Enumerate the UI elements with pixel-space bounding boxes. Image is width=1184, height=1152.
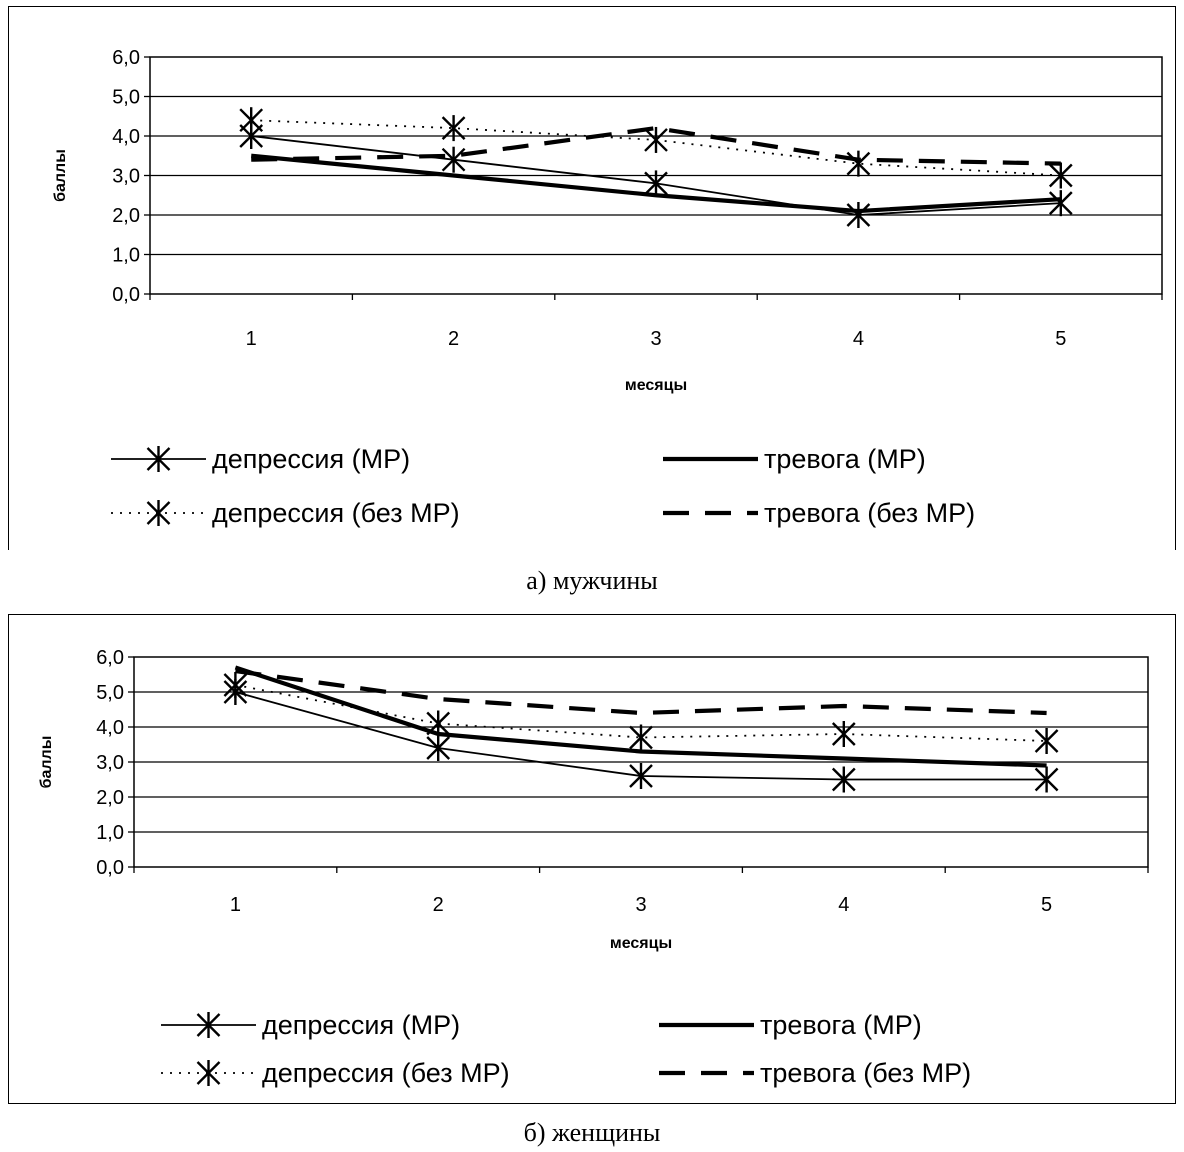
series-2-point <box>1048 162 1073 189</box>
series-0-point <box>629 763 653 789</box>
legend-label-0: депрессия (МР) <box>262 1010 460 1040</box>
legend-label-2: депрессия (без МР) <box>262 1058 510 1088</box>
y-tick-label: 3,0 <box>112 166 140 188</box>
series-2-point <box>426 710 451 737</box>
x-tick-label: 2 <box>448 328 459 350</box>
y-tick-label: 1,0 <box>96 822 124 844</box>
legend-label-3: тревога (без МР) <box>760 1058 971 1088</box>
y-tick-label: 3,0 <box>96 752 124 774</box>
series-2-point <box>831 721 856 747</box>
y-tick-label: 6,0 <box>96 647 124 669</box>
series-0-point <box>831 766 856 793</box>
chart-panel-women: 0,0 1,0 2,0 3,0 4,0 5,0 6,0 1 2 3 4 5 месяцы баллы деп… <box>8 614 1176 1104</box>
x-tick-label: 4 <box>853 328 864 350</box>
legend-label-1: тревога (МР) <box>760 1010 922 1040</box>
legend-label-3: тревога (без МР) <box>764 498 975 528</box>
y-tick-label: 4,0 <box>96 717 124 739</box>
chart-svg-women: 0,0 1,0 2,0 3,0 4,0 5,0 6,0 1 2 3 4 5 месяцы баллы деп… <box>38 647 1149 1088</box>
x-tick-label: 4 <box>838 894 849 916</box>
x-axis-label: месяцы <box>610 935 672 952</box>
series-line-3 <box>251 125 1061 166</box>
chart-panel-men: 0,0 1,0 2,0 3,0 4,0 5,0 6,0 1 2 3 4 5 месяцы баллы деп… <box>8 6 1176 550</box>
legend-marker-0 <box>196 1012 221 1038</box>
legend-marker-2 <box>196 1060 221 1086</box>
y-tick-label: 1,0 <box>112 245 140 267</box>
x-axis-label: месяцы <box>625 377 687 394</box>
series-0-point <box>426 735 451 761</box>
x-tick-label: 1 <box>230 894 241 916</box>
series-0-point <box>441 146 466 173</box>
caption-men: а) мужчины <box>526 566 658 595</box>
y-axis-label: баллы <box>52 149 69 202</box>
y-tick-label: 0,0 <box>112 284 140 306</box>
x-tick-label: 3 <box>635 894 646 916</box>
y-tick-label: 5,0 <box>96 682 124 704</box>
y-tick-label: 0,0 <box>96 857 124 879</box>
legend-label-0: депрессия (МР) <box>212 444 410 474</box>
chart-svg-men: 0,0 1,0 2,0 3,0 4,0 5,0 6,0 1 2 3 4 5 месяцы баллы деп… <box>52 47 1163 528</box>
series-2-point <box>629 724 653 751</box>
y-tick-label: 2,0 <box>112 205 140 227</box>
series-0-point <box>1048 190 1073 217</box>
x-tick-label: 5 <box>1055 328 1066 350</box>
series-line-1 <box>250 153 1061 214</box>
y-tick-label: 5,0 <box>112 87 140 109</box>
series-2-point <box>644 126 668 153</box>
x-tick-label: 3 <box>650 328 661 350</box>
series-0-point <box>644 170 668 197</box>
y-tick-label: 4,0 <box>112 126 140 148</box>
x-tick-label: 2 <box>433 894 444 916</box>
series-2-point <box>1034 728 1059 754</box>
x-tick-label: 5 <box>1041 894 1052 916</box>
x-tick-label: 1 <box>246 328 257 350</box>
legend-label-1: тревога (МР) <box>764 444 926 474</box>
y-axis-label: баллы <box>38 736 55 789</box>
series-2-point <box>441 115 466 142</box>
series-0-point <box>846 202 871 228</box>
series-line-3 <box>235 668 1047 716</box>
caption-women: б) женщины <box>523 1118 661 1147</box>
y-tick-label: 6,0 <box>112 47 140 69</box>
series-2-point <box>846 150 871 177</box>
series-line-1 <box>234 665 1047 768</box>
y-tick-label: 2,0 <box>96 787 124 809</box>
legend-label-2: депрессия (без МР) <box>212 498 460 528</box>
legend-marker-2 <box>146 500 171 526</box>
series-2-point <box>239 107 264 134</box>
series-2-point <box>223 672 248 698</box>
series-0-point <box>1034 766 1059 793</box>
legend-marker-0 <box>146 446 171 472</box>
